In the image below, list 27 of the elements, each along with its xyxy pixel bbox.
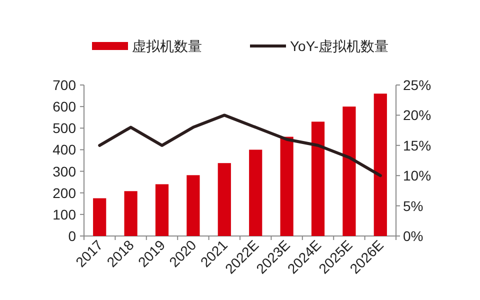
y-tick-label: 200 (52, 184, 76, 201)
y2-tick-label: 15% (403, 137, 432, 154)
bar (218, 163, 231, 236)
y2-tick-label: 20% (403, 107, 432, 124)
y2-tick-label: 10% (403, 168, 432, 184)
y2-tick-label: 25% (403, 77, 432, 93)
y2-tick-label: 0% (403, 228, 424, 244)
bar (124, 191, 138, 236)
bar (311, 122, 325, 236)
bar (93, 198, 106, 236)
legend-label: YoY-虚拟机数量 (290, 38, 389, 54)
y-tick-label: 700 (52, 77, 76, 93)
bar (155, 184, 169, 236)
bar (249, 150, 262, 236)
y-tick-label: 300 (52, 163, 76, 180)
y2-tick-label: 5% (403, 198, 424, 214)
y-tick-label: 600 (52, 98, 76, 115)
y-tick-label: 0 (68, 228, 76, 244)
line-series (98, 114, 382, 178)
bar (342, 106, 356, 236)
bar (280, 136, 294, 236)
legend-label: 虚拟机数量 (132, 38, 202, 54)
y-tick-label: 500 (52, 120, 76, 136)
bar (374, 94, 387, 236)
y-tick-label: 400 (52, 142, 76, 158)
bar (186, 175, 200, 236)
y-tick-label: 100 (52, 206, 76, 222)
